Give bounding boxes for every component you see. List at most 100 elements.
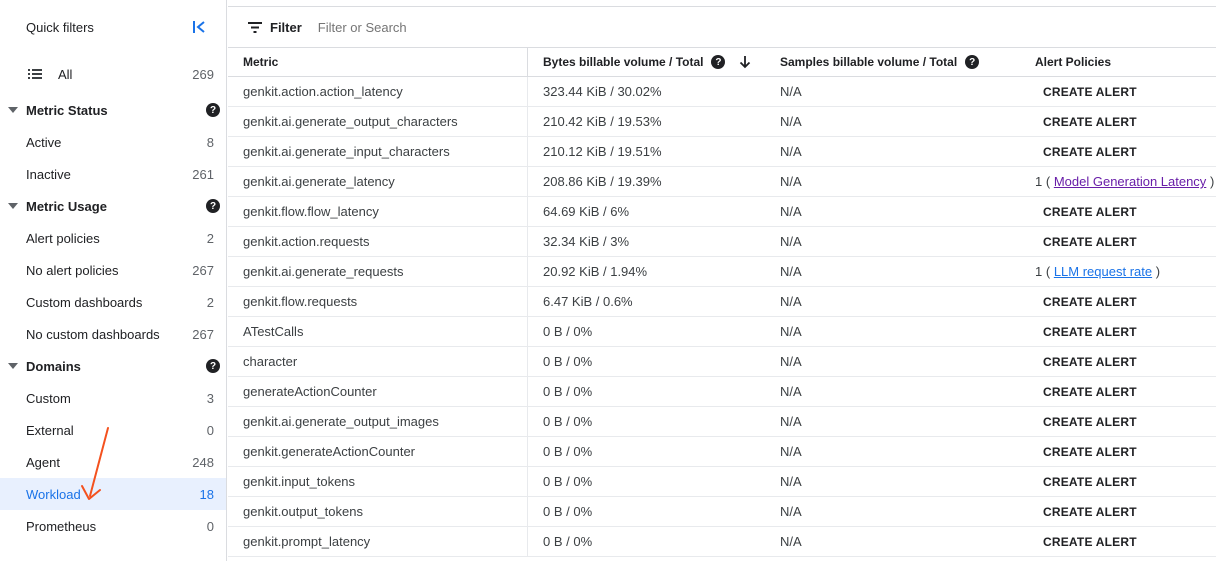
sidebar-item[interactable]: No custom dashboards 267 [0, 318, 226, 350]
samples-billable-value: N/A [780, 384, 802, 399]
table-row[interactable]: generateActionCounter 0 B / 0% N/A CREATE A… [228, 377, 1216, 407]
sidebar-item[interactable]: Custom 3 [0, 382, 226, 414]
table-row[interactable]: genkit.ai.generate_output_characters 210.… [228, 107, 1216, 137]
sidebar-item[interactable]: Agent 248 [0, 446, 226, 478]
sidebar-section-header[interactable]: Metric Status? [0, 94, 226, 126]
help-icon[interactable]: ? [965, 55, 980, 70]
metric-name[interactable]: genkit.action.requests [243, 234, 370, 249]
column-divider [527, 407, 528, 436]
metric-name[interactable]: character [243, 354, 298, 369]
samples-billable-value: N/A [780, 264, 802, 279]
help-icon[interactable]: ? [206, 359, 220, 373]
create-alert-button[interactable]: CREATE ALERT [1043, 444, 1137, 459]
create-alert-button[interactable]: CREATE ALERT [1043, 144, 1137, 159]
column-divider [527, 227, 528, 256]
metric-name[interactable]: genkit.flow.requests [243, 294, 358, 309]
create-alert-button[interactable]: CREATE ALERT [1043, 354, 1137, 369]
sidebar-item[interactable]: Prometheus 0 [0, 510, 226, 542]
column-divider [527, 48, 528, 76]
sidebar-section-header[interactable]: Domains? [0, 350, 226, 382]
table-row[interactable]: genkit.output_tokens 0 B / 0% N/A CREATE AL… [228, 497, 1216, 527]
table-row[interactable]: character 0 B / 0% N/A CREATE ALERT [228, 347, 1216, 377]
sidebar-item-count: 267 [192, 326, 214, 342]
table-row[interactable]: genkit.action.action_latency 323.44 KiB /… [228, 77, 1216, 107]
sidebar-item[interactable]: No alert policies 267 [0, 254, 226, 286]
metric-name[interactable]: genkit.ai.generate_latency [243, 174, 395, 189]
create-alert-button[interactable]: CREATE ALERT [1043, 114, 1137, 129]
create-alert-button[interactable]: CREATE ALERT [1043, 84, 1137, 99]
arrow-down-icon[interactable] [739, 55, 751, 69]
alert-policy-link[interactable]: Model Generation Latency [1053, 174, 1207, 189]
table-row[interactable]: genkit.input_tokens 0 B / 0% N/A CREATE ALE… [228, 467, 1216, 497]
table-row[interactable]: genkit.ai.generate_latency 208.86 KiB / 1… [228, 167, 1216, 197]
table-row[interactable]: genkit.action.requests 32.34 KiB / 3% N/A C… [228, 227, 1216, 257]
metric-name[interactable]: ATestCalls [243, 324, 304, 339]
column-header-bytes[interactable]: Bytes billable volume / Total? [543, 55, 751, 70]
bytes-billable-value: 0 B / 0% [543, 444, 593, 459]
column-header-metric[interactable]: Metric [243, 55, 279, 69]
sidebar-item[interactable]: Custom dashboards 2 [0, 286, 226, 318]
column-header-samples[interactable]: Samples billable volume / Total? [780, 55, 980, 70]
bytes-billable-value: 0 B / 0% [543, 504, 593, 519]
sidebar-item[interactable]: Inactive 261 [0, 158, 226, 190]
sidebar-item-count: 0 [206, 422, 214, 438]
create-alert-button[interactable]: CREATE ALERT [1043, 384, 1137, 399]
help-icon[interactable]: ? [206, 199, 220, 213]
create-alert-button[interactable]: CREATE ALERT [1043, 234, 1137, 249]
sidebar-item[interactable]: External 0 [0, 414, 226, 446]
sidebar-section-header[interactable]: Metric Usage? [0, 190, 226, 222]
alert-policy-link[interactable]: LLM request rate [1053, 264, 1153, 279]
column-divider [527, 317, 528, 346]
samples-billable-value: N/A [780, 114, 802, 129]
table-row[interactable]: genkit.ai.generate_output_images 0 B / 0%… [228, 407, 1216, 437]
sidebar-item[interactable]: Active 8 [0, 126, 226, 158]
table-row[interactable]: ATestCalls 0 B / 0% N/A CREATE ALERT [228, 317, 1216, 347]
table-row[interactable]: genkit.generateActionCounter 0 B / 0% N/A C… [228, 437, 1216, 467]
metric-name[interactable]: genkit.output_tokens [243, 504, 363, 519]
create-alert-button[interactable]: CREATE ALERT [1043, 294, 1137, 309]
samples-billable-value: N/A [780, 474, 802, 489]
table-row[interactable]: genkit.flow.flow_latency 64.69 KiB / 6% N/… [228, 197, 1216, 227]
metric-name[interactable]: genkit.generateActionCounter [243, 444, 416, 459]
help-icon[interactable]: ? [711, 55, 726, 70]
samples-billable-value: N/A [780, 204, 802, 219]
table-row[interactable]: genkit.ai.generate_input_characters 210.1… [228, 137, 1216, 167]
create-alert-button[interactable]: CREATE ALERT [1043, 414, 1137, 429]
sidebar-item-label: No custom dashboards [26, 326, 160, 342]
caret-down-icon [8, 107, 18, 113]
filter-icon[interactable] [248, 21, 262, 33]
table-row[interactable]: genkit.flow.requests 6.47 KiB / 0.6% N/A CR… [228, 287, 1216, 317]
create-alert-button[interactable]: CREATE ALERT [1043, 324, 1137, 339]
metric-name[interactable]: genkit.ai.generate_input_characters [243, 144, 450, 159]
sidebar-item-all[interactable]: All 269 [0, 54, 226, 94]
filter-search-input[interactable] [317, 19, 618, 35]
create-alert-button[interactable]: CREATE ALERT [1043, 204, 1137, 219]
metric-name[interactable]: genkit.prompt_latency [243, 534, 371, 549]
metric-name[interactable]: genkit.input_tokens [243, 474, 356, 489]
metric-name[interactable]: genkit.action.action_latency [243, 84, 403, 99]
collapse-left-icon[interactable] [192, 20, 206, 34]
create-alert-button[interactable]: CREATE ALERT [1043, 474, 1137, 489]
metric-name[interactable]: genkit.ai.generate_output_characters [243, 114, 458, 129]
alert-paren-close: ) [1155, 264, 1161, 279]
bytes-billable-value: 0 B / 0% [543, 414, 593, 429]
column-divider [527, 197, 528, 226]
column-divider [527, 437, 528, 466]
column-header-alert-policies[interactable]: Alert Policies [1035, 55, 1112, 69]
metric-name[interactable]: generateActionCounter [243, 384, 377, 399]
alert-count: 1 [1035, 264, 1043, 279]
create-alert-button[interactable]: CREATE ALERT [1043, 504, 1137, 519]
table-row[interactable]: genkit.ai.generate_requests 20.92 KiB / 1… [228, 257, 1216, 287]
column-header-bytes-label: Bytes billable volume / Total [543, 54, 704, 69]
metric-name[interactable]: genkit.flow.flow_latency [243, 204, 379, 219]
sidebar-item[interactable]: Alert policies 2 [0, 222, 226, 254]
table-row[interactable]: genkit.prompt_latency 0 B / 0% N/A CREATE A… [228, 527, 1216, 557]
create-alert-button[interactable]: CREATE ALERT [1043, 534, 1137, 549]
metric-name[interactable]: genkit.ai.generate_output_images [243, 414, 439, 429]
alert-paren-close: ) [1209, 174, 1215, 189]
sidebar-item[interactable]: Workload 18 [0, 478, 226, 510]
sidebar-title: Quick filters [26, 19, 94, 35]
help-icon[interactable]: ? [206, 103, 220, 117]
filter-label[interactable]: Filter [270, 19, 302, 35]
metric-name[interactable]: genkit.ai.generate_requests [243, 264, 404, 279]
